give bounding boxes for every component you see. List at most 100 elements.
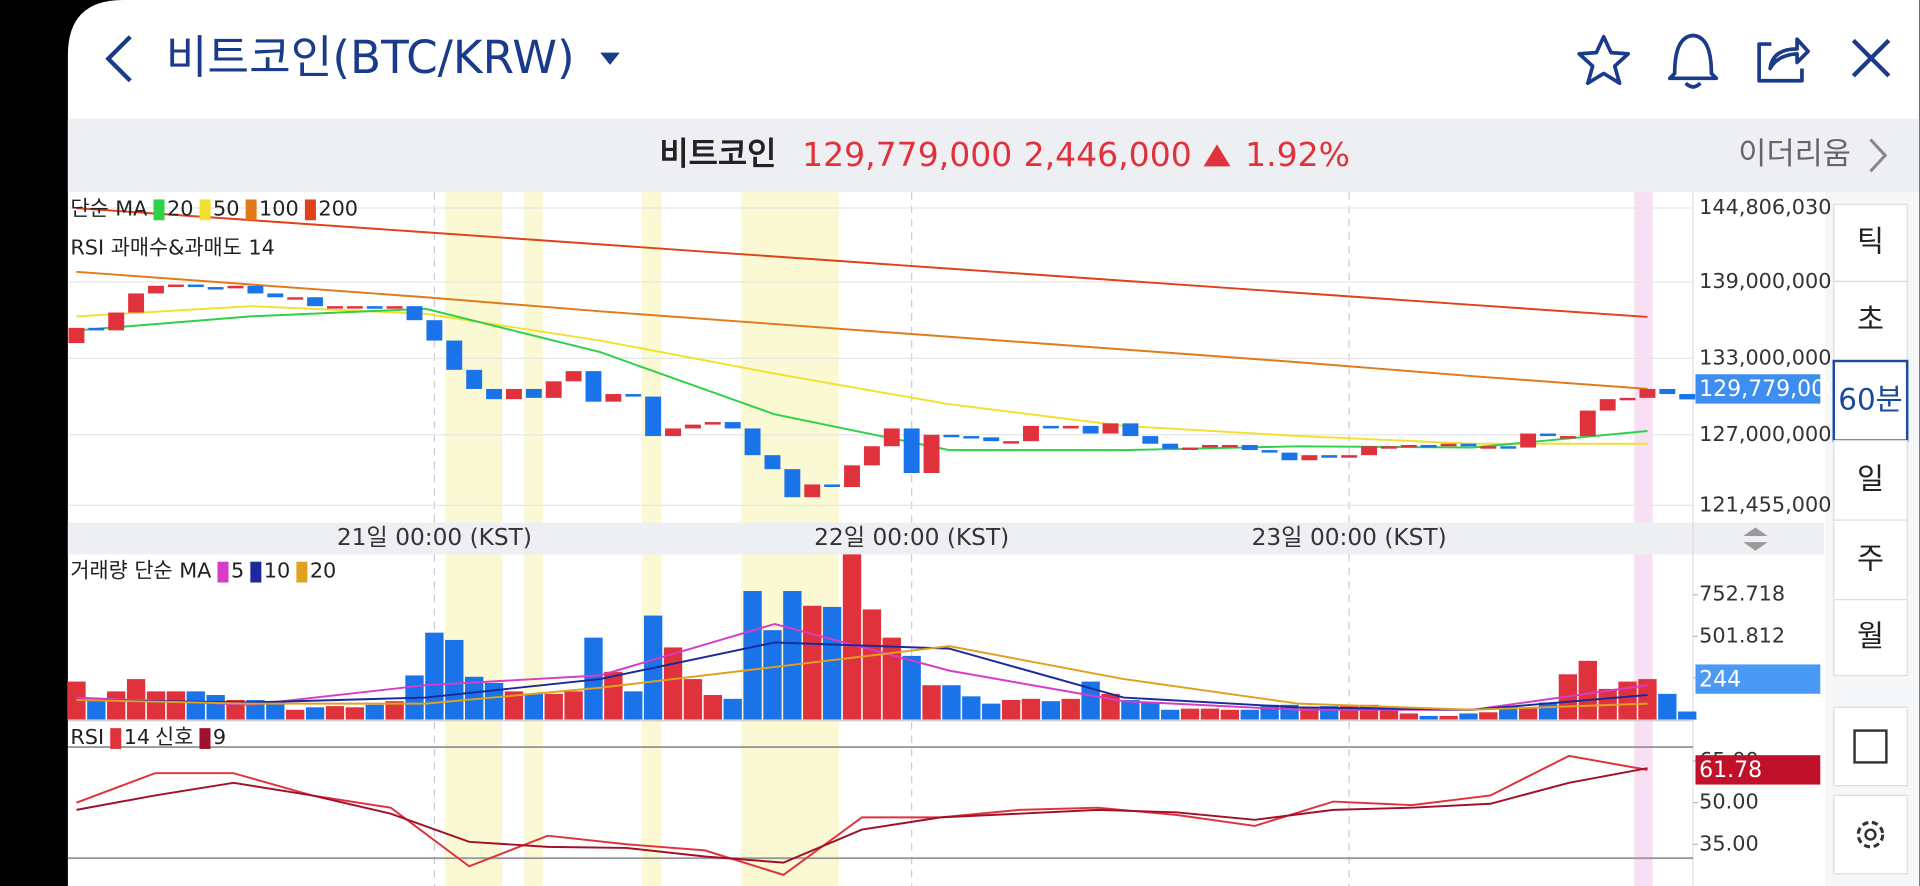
volume-bar	[1419, 715, 1438, 720]
timeframe-label[interactable]: 주	[1857, 541, 1884, 575]
y-tick-label: 127,000,000	[1699, 422, 1831, 446]
candle	[883, 428, 900, 447]
candle	[1321, 455, 1338, 458]
volume-bar	[484, 682, 504, 720]
ticker-bar	[67, 118, 1920, 193]
volume-bar	[1220, 709, 1240, 720]
volume-bar	[464, 676, 484, 720]
candle	[366, 306, 383, 309]
volume-bar	[365, 704, 384, 720]
next-coin[interactable]: 이더리움	[1738, 137, 1851, 172]
candle	[148, 285, 164, 294]
y-tick-label: 50.00	[1699, 790, 1759, 814]
candle	[605, 394, 622, 402]
candle	[446, 340, 463, 370]
back-button[interactable]	[105, 35, 132, 83]
ticker-name: 비트코인	[659, 134, 776, 172]
resize-handle[interactable]	[1743, 527, 1768, 551]
last-value-label: 129,779,000	[1699, 377, 1839, 402]
candle	[1559, 436, 1576, 439]
candle	[1042, 425, 1059, 429]
x-tick-label: 21일 00:00 (KST)	[337, 524, 532, 551]
timeframe-tab[interactable]	[1833, 280, 1908, 362]
alert-icon[interactable]	[1667, 33, 1719, 89]
candle	[1400, 444, 1417, 448]
volume-bar	[1021, 698, 1041, 720]
candle	[1122, 423, 1139, 437]
volume-bar	[862, 609, 882, 720]
volume-bar	[604, 671, 623, 720]
volume-bar	[266, 701, 285, 720]
candle	[227, 285, 244, 289]
layout-icon[interactable]	[1853, 729, 1888, 764]
candle	[267, 293, 284, 298]
candle	[1420, 444, 1437, 448]
volume-bar	[1638, 679, 1657, 720]
layout-button[interactable]	[1833, 706, 1908, 787]
volume-bar	[445, 639, 464, 720]
timeframe-label[interactable]: 월	[1857, 619, 1884, 653]
volume-bar	[624, 691, 643, 720]
candle	[525, 388, 542, 398]
legend-label: 100	[259, 196, 299, 220]
volume-bar	[1161, 709, 1180, 720]
volume-bar	[1678, 711, 1697, 720]
volume-bar	[186, 691, 205, 720]
indicator-line	[76, 645, 1648, 711]
candle	[1440, 443, 1457, 447]
candle	[68, 327, 85, 344]
settings-icon[interactable]	[1856, 820, 1885, 849]
next-chevron[interactable]	[1869, 138, 1888, 173]
candle	[943, 434, 960, 438]
candle	[764, 455, 781, 470]
candle	[128, 293, 145, 313]
legend-label: 9	[213, 725, 226, 749]
settings-button[interactable]	[1833, 794, 1908, 875]
favorite-icon[interactable]	[1577, 34, 1631, 86]
timeframe-label[interactable]: 60분	[1838, 382, 1902, 416]
y-tick-label: 501.812	[1699, 623, 1785, 647]
volume-bar	[1141, 702, 1160, 720]
volume-bar	[1538, 702, 1558, 720]
timeframe-tab[interactable]	[1833, 519, 1908, 601]
timeframe-tab[interactable]	[1833, 203, 1908, 283]
volume-bar	[584, 637, 603, 720]
share-icon[interactable]	[1757, 37, 1810, 83]
timeframe-label[interactable]: 초	[1857, 303, 1884, 337]
candle	[565, 371, 582, 382]
candle	[1341, 455, 1358, 458]
volume-bar	[1061, 698, 1080, 720]
volume-bar	[146, 691, 166, 720]
timeframe-tab[interactable]	[1833, 599, 1908, 677]
volume-bar	[962, 696, 981, 720]
volume-bar	[504, 691, 524, 720]
candle	[784, 469, 801, 498]
legend-label: 10	[264, 558, 290, 582]
close-button[interactable]	[1851, 38, 1891, 78]
title-dropdown[interactable]	[600, 52, 620, 65]
candle	[1201, 444, 1218, 448]
y-tick-label: 121,455,000	[1699, 492, 1831, 516]
volume-bar	[425, 632, 444, 720]
candle	[167, 284, 184, 287]
candle	[287, 297, 304, 300]
candle	[426, 320, 443, 341]
candle	[1619, 397, 1636, 401]
ticker-change: 2,446,000	[1024, 135, 1192, 174]
volume-bar	[663, 647, 683, 720]
candle	[1679, 394, 1696, 400]
candle	[1281, 452, 1298, 461]
volume-bar	[1200, 708, 1220, 720]
candle	[486, 388, 503, 400]
candle	[585, 371, 602, 402]
candle	[1639, 388, 1656, 398]
timeframe-label[interactable]: 일	[1857, 462, 1884, 496]
volume-bar	[902, 655, 921, 720]
candle	[545, 381, 562, 398]
candle	[903, 428, 920, 474]
volume-bar	[1041, 701, 1061, 720]
candle	[406, 306, 423, 321]
timeframe-label[interactable]: 틱	[1857, 224, 1884, 258]
candle	[645, 396, 662, 437]
timeframe-tab[interactable]	[1833, 439, 1908, 521]
